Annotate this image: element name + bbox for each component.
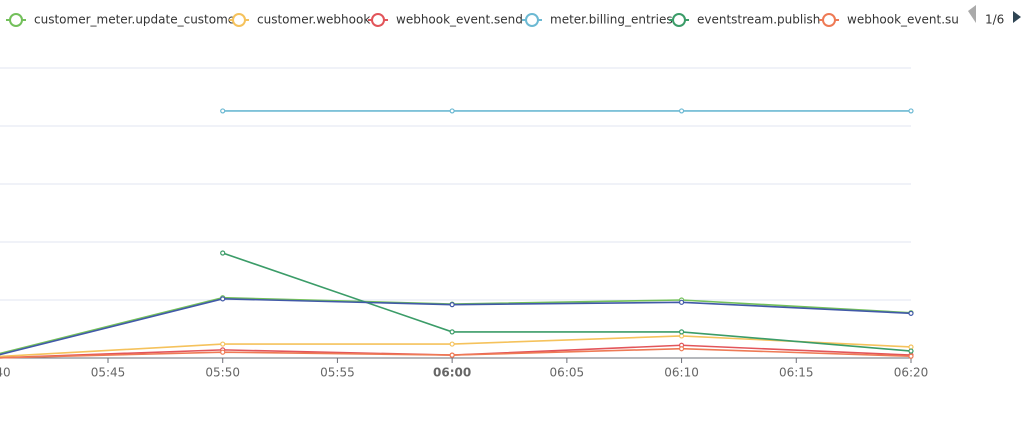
legend-marker: [9, 13, 23, 27]
legend-marker: [525, 13, 539, 27]
point: [449, 302, 455, 308]
legend-label: eventstream.publish: [697, 13, 820, 27]
legend-marker: [672, 13, 686, 27]
x-tick-label: 06:20: [894, 366, 929, 380]
x-tick-label: 06:10: [664, 366, 699, 380]
legend: customer_meter.update_customer customer.w…: [6, 13, 966, 27]
x-tick-label: 05:45: [91, 366, 126, 380]
legend-item[interactable]: meter.billing_entries: [522, 13, 673, 27]
legend-item[interactable]: customer.webhook: [229, 13, 370, 27]
legend-label: customer_meter.update_customer: [34, 13, 240, 27]
point: [908, 310, 914, 316]
legend-marker: [371, 13, 385, 27]
point: [908, 353, 914, 359]
point: [449, 341, 455, 347]
legend-item[interactable]: eventstream.publish: [669, 13, 820, 27]
legend-label: customer.webhook: [257, 13, 370, 27]
legend-label: webhook_event.send: [396, 13, 523, 27]
point: [449, 329, 455, 335]
legend-label: meter.billing_entries: [550, 13, 673, 27]
legend-item[interactable]: customer_meter.update_customer: [6, 13, 240, 27]
series-line: [222, 252, 912, 352]
point: [449, 108, 455, 114]
point: [449, 352, 455, 358]
point: [220, 250, 226, 256]
x-tick-label: 05:50: [205, 366, 240, 380]
point: [678, 108, 685, 114]
x-tick-label: 05:55: [320, 366, 355, 380]
point: [220, 296, 226, 302]
legend-label: webhook_event.suc: [847, 13, 966, 27]
legend-item[interactable]: webhook_event.send: [368, 13, 523, 27]
x-tick-label: 06:15: [779, 366, 814, 380]
point: [678, 333, 685, 339]
x-tick-label: 06:05: [550, 366, 585, 380]
point: [678, 299, 685, 305]
point: [220, 349, 226, 355]
point: [908, 108, 914, 114]
legend-page: 1/6: [985, 13, 1004, 27]
legend-next[interactable]: [1013, 11, 1021, 23]
point: [220, 341, 226, 347]
point: [220, 108, 226, 114]
point: [678, 329, 685, 335]
legend-prev[interactable]: [968, 5, 976, 23]
point: [678, 346, 685, 352]
series-line: [0, 298, 912, 356]
point: [908, 344, 914, 350]
x-tick-label: 05:40: [0, 366, 11, 380]
legend-marker: [232, 13, 246, 27]
x-tick-label: 06:00: [433, 366, 471, 380]
legend-marker: [822, 13, 836, 27]
point: [908, 348, 914, 354]
legend-item[interactable]: webhook_event.suc: [819, 13, 966, 27]
